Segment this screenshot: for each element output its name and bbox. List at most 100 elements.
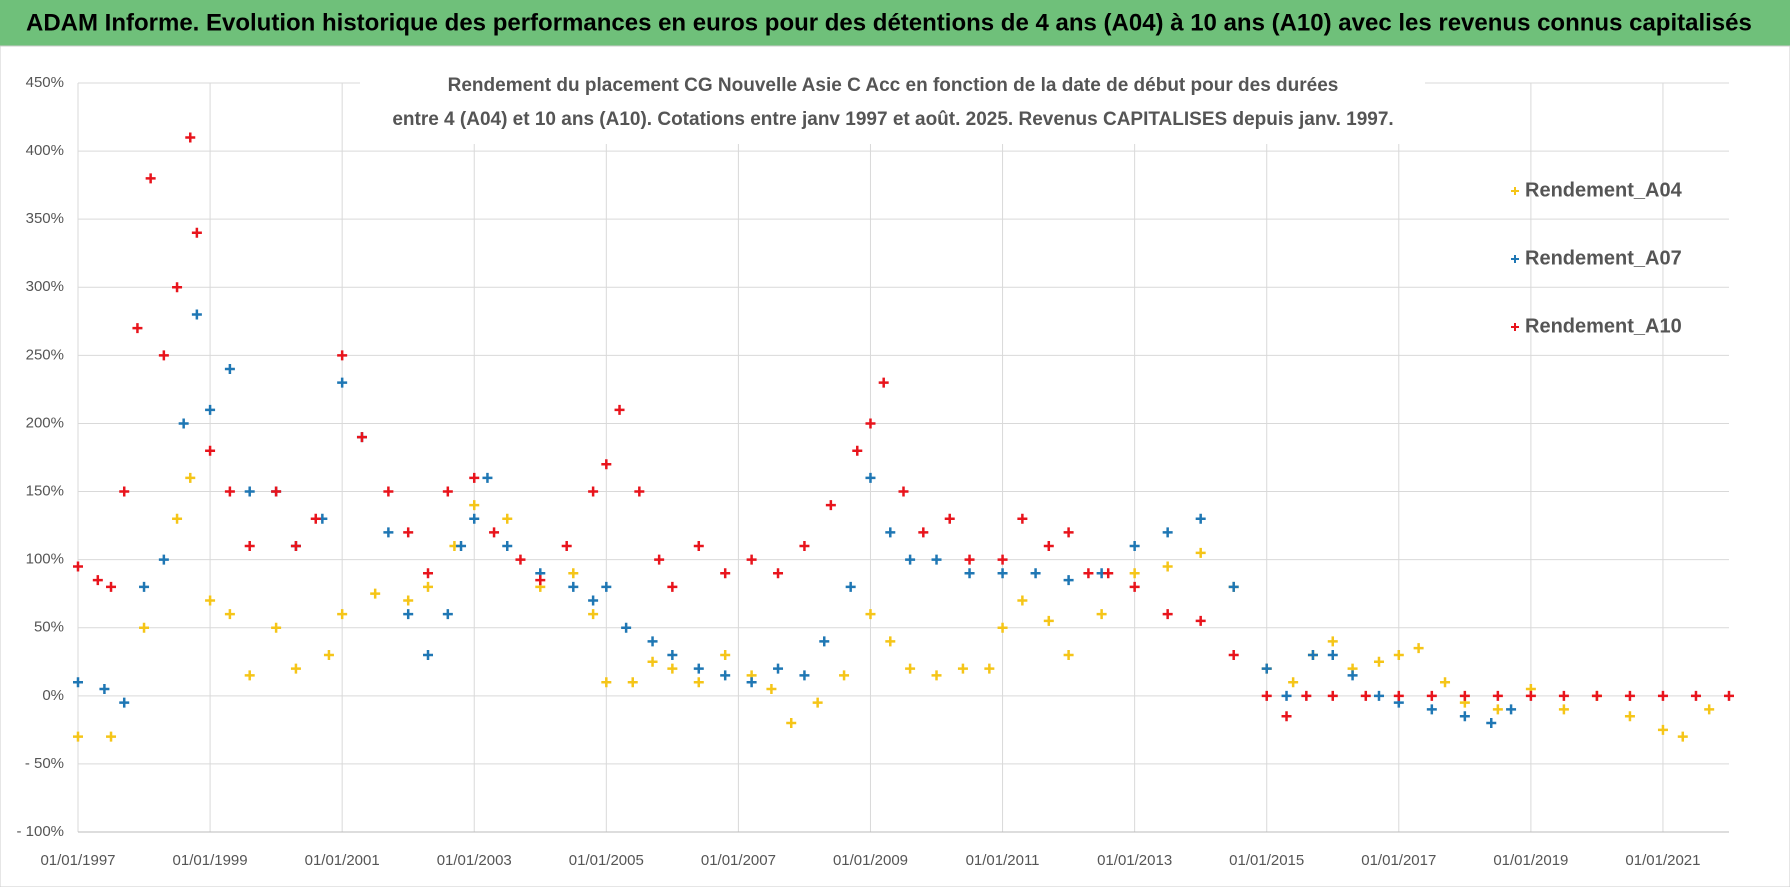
point: [205, 404, 216, 415]
point: [931, 554, 942, 565]
x-tick-label: 01/01/2017: [1361, 852, 1436, 869]
point: [139, 622, 150, 633]
point: [224, 609, 235, 620]
point: [1373, 690, 1384, 701]
point: [720, 568, 731, 579]
point: [119, 486, 130, 497]
point: [1506, 704, 1517, 715]
point: [905, 663, 916, 674]
point: [839, 670, 850, 681]
point: [766, 684, 777, 695]
point: [1301, 690, 1312, 701]
point: [1129, 568, 1140, 579]
point: [73, 561, 83, 572]
point: [535, 575, 546, 586]
point: [568, 581, 579, 592]
header-bar: [0, 0, 1790, 46]
point: [898, 486, 909, 497]
point: [1624, 690, 1635, 701]
point: [614, 404, 625, 415]
point: [403, 609, 414, 620]
point: [244, 541, 255, 552]
point: [654, 554, 665, 565]
point: [667, 663, 678, 674]
point: [799, 670, 810, 681]
point: [944, 513, 955, 524]
point: [271, 622, 282, 633]
point: [865, 472, 876, 483]
point: [1017, 595, 1028, 606]
point: [205, 595, 216, 606]
point: [918, 527, 929, 538]
y-tick-label: 0%: [42, 687, 64, 704]
point: [1063, 527, 1074, 538]
point: [1393, 690, 1404, 701]
y-tick-label: - 50%: [25, 755, 64, 772]
point: [1063, 649, 1074, 660]
point: [1327, 649, 1338, 660]
point: [1459, 690, 1470, 701]
point: [1228, 581, 1239, 592]
x-tick-label: 01/01/2007: [701, 852, 776, 869]
y-tick-label: 250%: [26, 346, 64, 363]
point: [337, 350, 348, 361]
point: [337, 609, 348, 620]
point: [746, 554, 757, 565]
point: [984, 663, 995, 674]
point: [205, 445, 216, 456]
x-tick-label: 01/01/2013: [1097, 852, 1172, 869]
point: [489, 527, 500, 538]
point: [1195, 615, 1206, 626]
point: [865, 609, 876, 620]
point: [323, 649, 334, 660]
x-tick-label: 01/01/2009: [833, 852, 908, 869]
point: [1440, 677, 1451, 688]
point: [1393, 649, 1404, 660]
point: [244, 486, 255, 497]
point: [1347, 670, 1358, 681]
point: [957, 663, 968, 674]
point: [627, 677, 638, 688]
point: [964, 568, 975, 579]
point: [1327, 636, 1338, 647]
point: [1558, 690, 1569, 701]
point: [693, 541, 704, 552]
point: [964, 554, 975, 565]
point: [502, 513, 513, 524]
point: [99, 684, 110, 695]
point: [139, 581, 150, 592]
point: [1281, 690, 1292, 701]
point: [403, 527, 414, 538]
point: [1083, 568, 1094, 579]
point: [773, 663, 784, 674]
point: [1096, 609, 1107, 620]
point: [1043, 615, 1054, 626]
point: [1525, 690, 1536, 701]
point: [1103, 568, 1114, 579]
point: [423, 568, 434, 579]
point: [1492, 690, 1503, 701]
point: [1360, 690, 1371, 701]
point: [73, 677, 83, 688]
point: [601, 677, 612, 688]
point: [1591, 690, 1602, 701]
point: [185, 472, 196, 483]
point: [819, 636, 830, 647]
point: [73, 731, 83, 742]
point: [601, 581, 612, 592]
point: [845, 581, 856, 592]
point: [1288, 677, 1299, 688]
x-tick-label: 01/01/2003: [437, 852, 512, 869]
point: [720, 649, 731, 660]
point: [1677, 731, 1688, 742]
legend-marker: [1511, 187, 1519, 195]
point: [119, 697, 130, 708]
point: [290, 541, 301, 552]
chart-subtitle: entre 4 (A04) et 10 ans (A10). Cotations…: [392, 109, 1393, 130]
point: [145, 173, 156, 184]
point: [1195, 547, 1206, 558]
point: [865, 418, 876, 429]
x-tick-label: 01/01/2011: [966, 852, 1040, 869]
point: [647, 656, 658, 667]
